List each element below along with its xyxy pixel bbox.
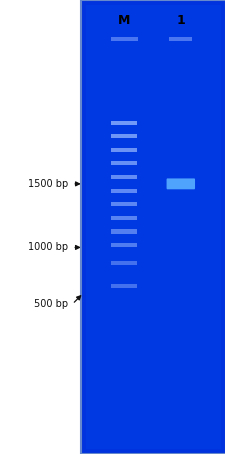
Bar: [111, 216, 137, 220]
Bar: [111, 243, 137, 247]
Bar: [81, 0, 225, 454]
Bar: [111, 261, 137, 265]
Bar: [111, 284, 137, 288]
Bar: [110, 37, 137, 41]
Bar: [111, 148, 137, 152]
Bar: [169, 37, 191, 41]
Bar: [111, 229, 137, 233]
Text: M: M: [118, 14, 130, 27]
Bar: [81, 0, 225, 454]
Bar: [111, 120, 137, 124]
Text: 1: 1: [176, 14, 184, 27]
Text: 500 bp: 500 bp: [34, 299, 68, 309]
Bar: [111, 134, 137, 138]
Text: 1000 bp: 1000 bp: [27, 242, 68, 252]
Text: 1500 bp: 1500 bp: [27, 179, 68, 189]
Bar: [111, 161, 137, 165]
Bar: [86, 5, 220, 449]
Bar: [111, 175, 137, 179]
Bar: [111, 189, 137, 192]
Bar: [111, 202, 137, 206]
FancyBboxPatch shape: [166, 178, 194, 189]
